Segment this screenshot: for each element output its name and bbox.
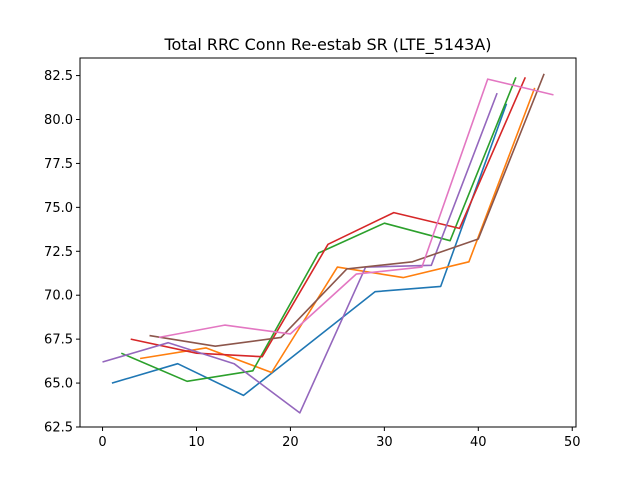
chart-title: Total RRC Conn Re-estab SR (LTE_5143A) <box>163 35 491 55</box>
y-tick-label: 82.5 <box>44 69 73 84</box>
x-tick-label: 10 <box>188 435 205 450</box>
y-tick-label: 67.5 <box>44 333 73 348</box>
x-tick-label: 40 <box>470 435 487 450</box>
y-tick-label: 62.5 <box>44 421 73 436</box>
axes-layer: 0 10 20 30 40 50 62.5 65.0 67.5 70.0 72.5 75.0 77.5 8… <box>44 57 581 450</box>
y-tick-label: 65.0 <box>44 377 73 392</box>
y-tick-label: 72.5 <box>44 245 73 260</box>
series-line-4 <box>130 76 527 358</box>
plot-frame <box>79 57 577 428</box>
y-tick-label: 75.0 <box>44 201 73 216</box>
series-line-2 <box>139 87 536 374</box>
y-tick-label: 80.0 <box>44 113 73 128</box>
x-tick-label: 20 <box>282 435 299 450</box>
y-tick-label: 77.5 <box>44 157 73 172</box>
series-line-7 <box>158 78 554 339</box>
y-tick-label: 70.0 <box>44 289 73 304</box>
x-tick-label: 30 <box>376 435 393 450</box>
series-line-5 <box>102 92 498 414</box>
series-layer <box>102 73 554 414</box>
series-line-3 <box>120 77 517 383</box>
x-tick-label: 50 <box>564 435 581 450</box>
series-line-6 <box>149 73 545 348</box>
series-line-1 <box>111 103 508 397</box>
x-tick-label: 0 <box>98 435 106 450</box>
